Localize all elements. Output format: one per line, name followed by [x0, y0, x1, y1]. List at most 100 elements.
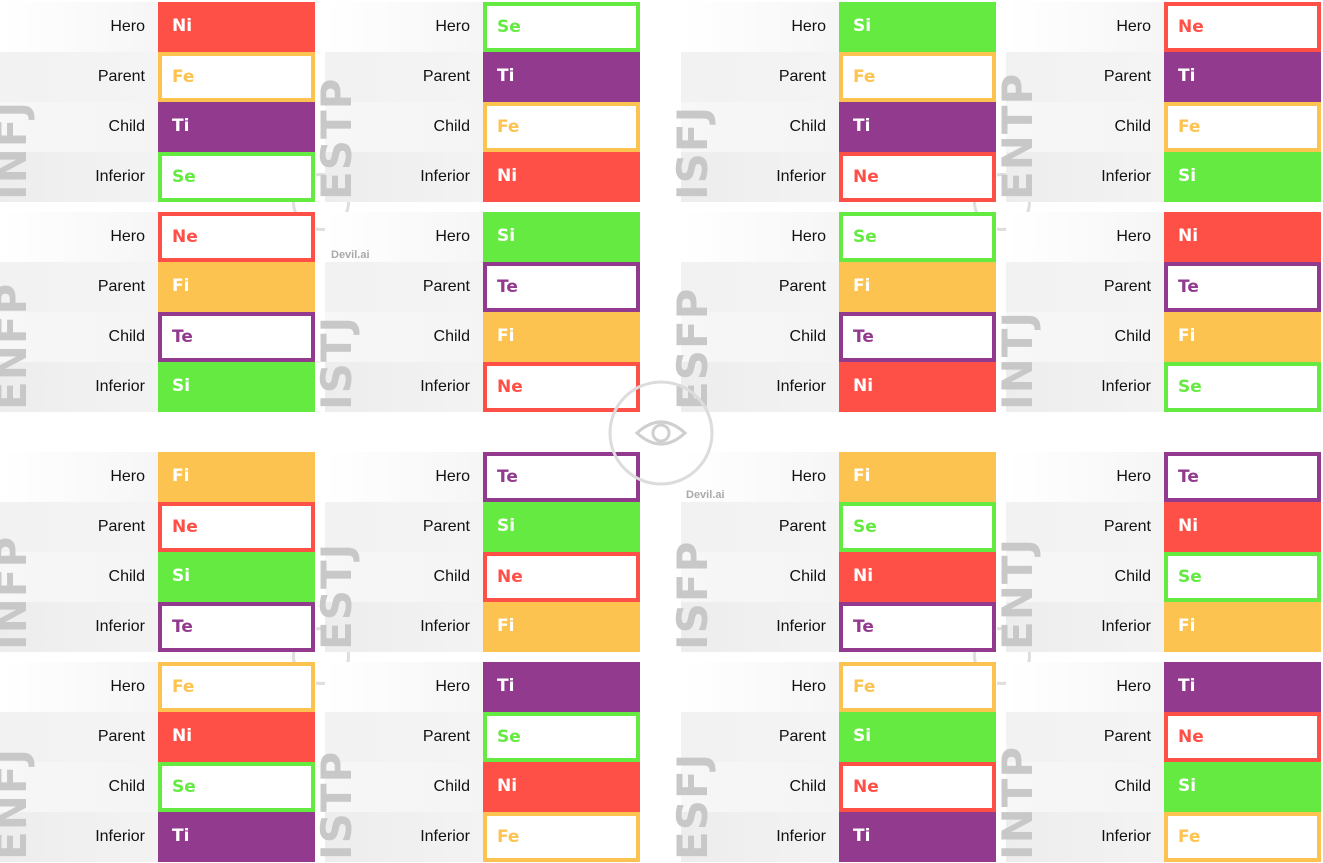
function-row: Inferior Ti — [681, 812, 997, 862]
function-row: Parent Ti — [325, 52, 641, 102]
function-cell: Si — [1164, 152, 1321, 202]
function-row: Hero Fe — [0, 662, 316, 712]
function-cell: Se — [839, 212, 996, 262]
function-row: Hero Fi — [0, 452, 316, 502]
row-label: Hero — [791, 468, 826, 485]
type-label: ESTJ — [312, 540, 363, 650]
type-code: INFJ — [0, 100, 36, 200]
row-label: Parent — [422, 518, 470, 535]
row-label: Inferior — [420, 618, 470, 635]
row-label: Parent — [778, 518, 826, 535]
row-label: Hero — [791, 228, 826, 245]
row-label: Hero — [791, 678, 826, 695]
row-label: Child — [1114, 118, 1151, 135]
function-cell: Ne — [839, 762, 996, 812]
row-label: Child — [1114, 328, 1151, 345]
function-cell: Fi — [1164, 602, 1321, 652]
function-row: Inferior Ni — [681, 362, 997, 412]
type-code: ENFJ — [0, 747, 36, 860]
row-label: Inferior — [1101, 618, 1151, 635]
function-cell: Fe — [1164, 102, 1321, 152]
function-row: Inferior Se — [1006, 362, 1322, 412]
row-label: Parent — [422, 68, 470, 85]
function-cell: Ne — [158, 502, 315, 552]
function-cell: Ti — [839, 812, 996, 862]
function-cell: Si — [158, 362, 315, 412]
function-row: Parent Ne — [1006, 712, 1322, 762]
row-label: Inferior — [1101, 168, 1151, 185]
function-row: Parent Fe — [0, 52, 316, 102]
type-code: ESTP — [312, 77, 361, 200]
row-label: Parent — [422, 728, 470, 745]
function-row: Parent Ni — [1006, 502, 1322, 552]
function-cell: Fe — [1164, 812, 1321, 862]
type-card-infj: Hero Ni Parent Fe Child Ti Inferior Se INFJ — [0, 2, 316, 202]
function-row: Parent Se — [325, 712, 641, 762]
function-row: Inferior Ni — [325, 152, 641, 202]
row-label: Child — [433, 568, 470, 585]
function-row: Parent Ti — [1006, 52, 1322, 102]
function-row: Parent Ni — [0, 712, 316, 762]
type-card-entp: Hero Ne Parent Ti Child Fe Inferior Si ENTP — [993, 2, 1322, 202]
type-card-istp: Hero Ti Parent Se Child Ni Inferior Fe ISTP — [312, 662, 641, 862]
function-cell: Si — [483, 212, 640, 262]
row-label: Inferior — [420, 168, 470, 185]
function-row: Child Fe — [1006, 102, 1322, 152]
row-label: Child — [789, 778, 826, 795]
row-label: Inferior — [95, 618, 145, 635]
function-row: Hero Ni — [0, 2, 316, 52]
function-row: Parent Te — [325, 262, 641, 312]
ring-decoration — [292, 627, 350, 685]
row-label: Child — [1114, 778, 1151, 795]
type-code: INTJ — [993, 310, 1042, 410]
function-cell: Ne — [1164, 712, 1321, 762]
eye-icon — [608, 380, 714, 486]
function-row: Hero Se — [325, 2, 641, 52]
function-cell: Fi — [839, 452, 996, 502]
row-label: Hero — [435, 18, 470, 35]
function-row: Inferior Ne — [325, 362, 641, 412]
type-card-intp: Hero Ti Parent Ne Child Si Inferior Fe INTP — [993, 662, 1322, 862]
function-row: Child Fe — [325, 102, 641, 152]
ring-decoration — [973, 627, 1031, 685]
row-label: Inferior — [420, 378, 470, 395]
row-label: Hero — [435, 678, 470, 695]
type-label: ISFJ — [668, 90, 719, 200]
function-cell: Te — [158, 602, 315, 652]
function-cell: Te — [483, 262, 640, 312]
function-cell: Ni — [1164, 502, 1321, 552]
function-cell: Ti — [158, 102, 315, 152]
function-row: Hero Si — [325, 212, 641, 262]
function-cell: Fe — [483, 812, 640, 862]
function-cell: Ne — [483, 362, 640, 412]
function-row: Hero Ti — [325, 662, 641, 712]
ring-decoration — [973, 173, 1031, 231]
function-row: Child Ne — [681, 762, 997, 812]
function-cell: Ti — [839, 102, 996, 152]
row-label: Parent — [1103, 518, 1151, 535]
type-code: INFP — [0, 535, 36, 650]
function-cell: Si — [158, 552, 315, 602]
function-row: Parent Si — [681, 712, 997, 762]
type-label: ESTP — [312, 78, 363, 200]
function-cell: Te — [1164, 452, 1321, 502]
function-cell: Te — [1164, 262, 1321, 312]
row-label: Hero — [1116, 468, 1151, 485]
function-cell: Ne — [1164, 2, 1321, 52]
type-code: ESFJ — [668, 752, 717, 860]
row-label: Inferior — [95, 828, 145, 845]
function-cell: Se — [1164, 362, 1321, 412]
function-cell: Ni — [1164, 212, 1321, 262]
row-label: Child — [108, 568, 145, 585]
function-cell: Ti — [483, 662, 640, 712]
function-cell: Fi — [839, 262, 996, 312]
row-label: Parent — [778, 68, 826, 85]
function-cell: Fe — [483, 102, 640, 152]
function-row: Parent Ne — [0, 502, 316, 552]
type-card-esfp: Hero Se Parent Fi Child Te Inferior Ni ESFP — [668, 212, 997, 412]
function-cell: Ne — [158, 212, 315, 262]
row-label: Parent — [778, 278, 826, 295]
type-label: ENFP — [0, 283, 38, 410]
function-row: Child Te — [681, 312, 997, 362]
function-cell: Se — [158, 762, 315, 812]
